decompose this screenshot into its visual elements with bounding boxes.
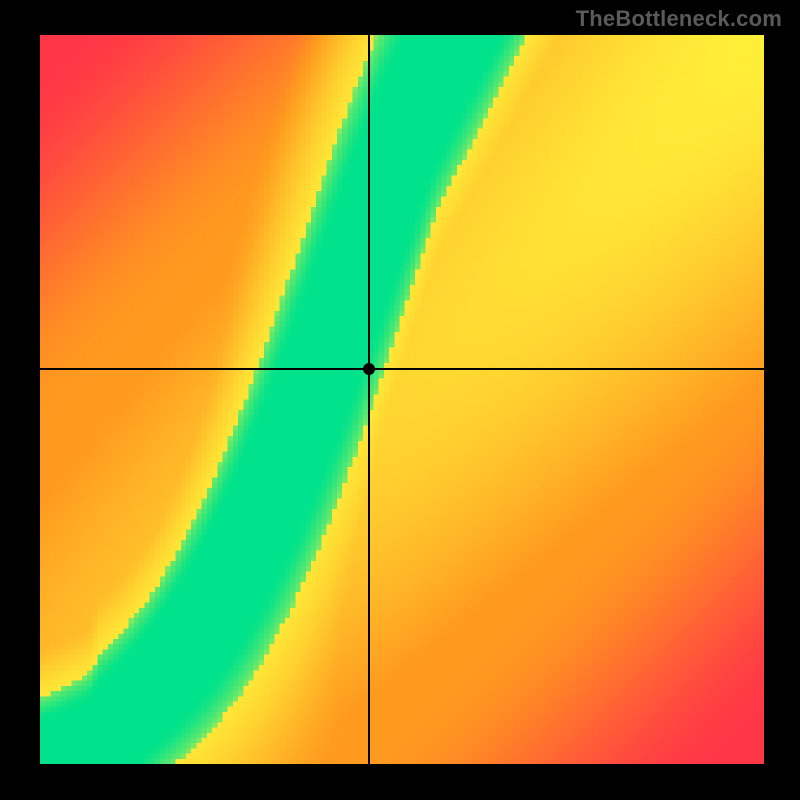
- heatmap-plot: [35, 35, 764, 764]
- watermark-text: TheBottleneck.com: [576, 6, 782, 32]
- crosshair-marker: [363, 363, 375, 375]
- crosshair-horizontal: [35, 368, 764, 370]
- heatmap-canvas: [35, 35, 764, 764]
- crosshair-vertical: [368, 35, 370, 764]
